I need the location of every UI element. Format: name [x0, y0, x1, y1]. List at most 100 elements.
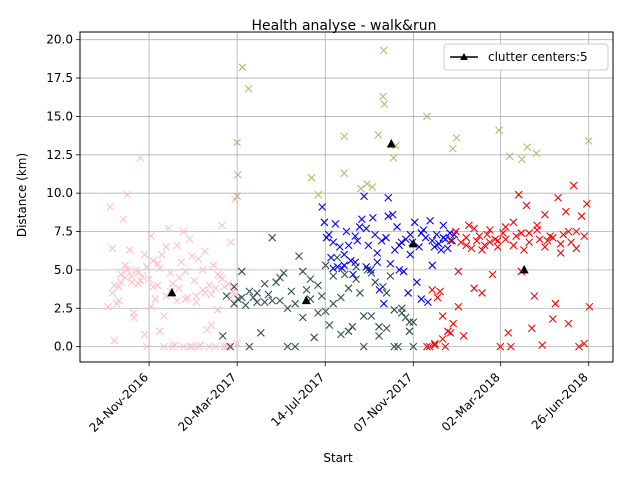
scatter-point	[185, 342, 194, 351]
scatter-point	[564, 319, 573, 328]
legend: clutter centers:5	[443, 43, 609, 71]
scatter-point	[226, 293, 235, 302]
scatter-point	[123, 190, 132, 199]
legend-box	[443, 43, 609, 71]
scatter-point	[406, 250, 415, 259]
scatter-point	[572, 244, 581, 253]
scatter-point	[493, 236, 502, 245]
scatter-point	[188, 252, 196, 260]
scatter-point	[375, 285, 384, 294]
scatter-point	[406, 230, 415, 239]
scatter-point	[389, 153, 398, 162]
scatter-point	[256, 328, 265, 337]
scatter-point	[244, 84, 253, 93]
scatter-point	[438, 312, 447, 320]
scatter-point	[194, 255, 203, 264]
scatter-point	[192, 298, 201, 307]
scatter-point	[321, 307, 330, 316]
scatter-point	[472, 236, 481, 245]
scatter-point	[160, 342, 168, 351]
y-tick-label: 10.0	[46, 186, 73, 200]
scatter-point	[205, 342, 214, 351]
x-tick-label: 14-Jul-2017	[268, 370, 327, 429]
scatter-point	[504, 328, 513, 337]
scatter-point	[475, 232, 484, 241]
scatter-point	[340, 132, 349, 141]
scatter-point	[318, 203, 327, 211]
scatter-point	[237, 267, 246, 276]
y-tick-label: 0.0	[54, 340, 73, 354]
scatter-point	[344, 284, 353, 293]
scatter-point	[517, 229, 526, 237]
scatter-point	[532, 149, 541, 158]
scatter-point	[584, 137, 593, 145]
scatter-point	[520, 246, 528, 254]
scatter-point	[465, 221, 473, 230]
y-tick-label: 5.0	[54, 263, 73, 277]
scatter-point	[364, 241, 373, 250]
scatter-point	[449, 319, 458, 328]
scatter-point	[501, 235, 510, 244]
x-tick-label: 07-Nov-2017	[351, 370, 416, 435]
scatter-point	[260, 279, 269, 288]
scatter-point	[390, 305, 399, 314]
scatter-point	[525, 229, 534, 237]
scatter-point	[237, 293, 246, 302]
scatter-point	[136, 153, 145, 162]
scatter-point	[373, 249, 382, 257]
scatter-point	[249, 293, 258, 302]
scatter-point	[337, 293, 345, 302]
scatter-point	[125, 246, 134, 254]
scatter-point	[340, 169, 349, 178]
scatter-point	[121, 261, 130, 270]
scatter-point	[233, 138, 242, 147]
scatter-point	[518, 155, 526, 164]
scatter-point	[114, 282, 123, 291]
scatter-point	[448, 144, 457, 153]
scatter-point	[527, 324, 536, 333]
scatter-point	[483, 230, 492, 239]
scatter-point	[123, 266, 132, 274]
scatter-point	[104, 302, 112, 311]
scatter-point	[185, 235, 194, 244]
scatter-point	[446, 229, 454, 237]
y-axis-label: Distance (km)	[15, 153, 29, 237]
scatter-point	[480, 241, 489, 250]
scatter-point	[234, 170, 242, 179]
scatter-point	[192, 292, 201, 300]
scatter-point	[386, 272, 395, 280]
scatter-point	[390, 342, 399, 351]
scatter-point	[556, 249, 565, 257]
scatter-point	[543, 236, 552, 245]
scatter-point	[452, 134, 461, 142]
scatter-point	[548, 315, 557, 323]
scatter-point	[359, 312, 368, 320]
scatter-point	[430, 339, 439, 348]
scatter-point	[218, 221, 226, 230]
scatter-point	[298, 267, 307, 276]
scatter-point	[220, 282, 229, 291]
scatter-point	[134, 269, 143, 277]
scatter-point	[329, 272, 338, 280]
scatter-point	[374, 130, 383, 139]
scatter-point	[279, 269, 288, 277]
scatter-point	[211, 284, 220, 293]
scatter-point	[405, 318, 414, 326]
y-tick-label: 2.5	[54, 301, 73, 315]
y-tick-label: 20.0	[46, 33, 73, 47]
scatter-point	[142, 262, 151, 271]
scatter-point	[108, 244, 117, 253]
scatter-point	[302, 285, 311, 294]
scatter-point	[245, 342, 254, 351]
scatter-point	[151, 295, 160, 303]
y-tick-label: 17.5	[46, 71, 73, 85]
scatter-point	[454, 302, 463, 311]
scatter-point	[393, 223, 401, 231]
scatter-point	[351, 258, 360, 267]
scatter-point	[291, 342, 300, 351]
scatter-point	[384, 193, 393, 202]
scatter-point	[329, 238, 338, 247]
scatter-point	[160, 312, 168, 320]
scatter-point	[395, 266, 404, 274]
scatter-point	[175, 273, 183, 282]
